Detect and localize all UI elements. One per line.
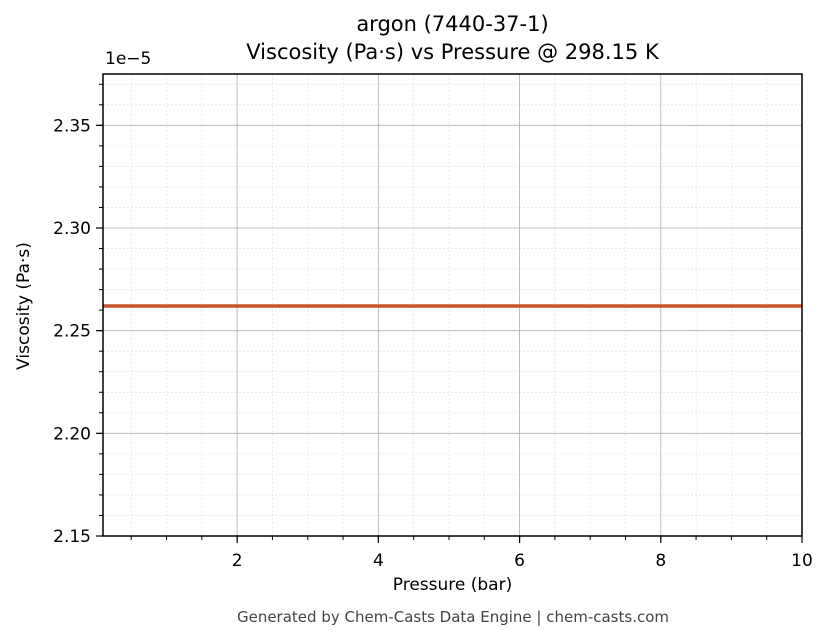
tick-labels: 2 4 6 8 10 2.15 2.20 2.25 2.30 2.35 [53,116,813,571]
x-tick-label: 4 [373,551,384,571]
y-axis-offset-label: 1e−5 [105,49,152,69]
chart-title-line-1: argon (7440-37-1) [356,12,549,36]
x-tick-label: 8 [655,551,666,571]
axis-ticks [96,83,803,543]
chart-title-line-2: Viscosity (Pa·s) vs Pressure @ 298.15 K [246,40,659,64]
y-tick-label: 2.35 [53,116,91,136]
x-tick-label: 2 [232,551,243,571]
x-tick-label: 6 [514,551,525,571]
footer-credit: Generated by Chem-Casts Data Engine | ch… [236,608,670,626]
y-tick-label: 2.15 [53,527,91,547]
x-axis-label: Pressure (bar) [392,575,513,595]
y-tick-label: 2.25 [53,322,91,342]
y-tick-label: 2.30 [53,219,91,239]
plot-frame [102,73,803,537]
x-tick-label: 10 [791,551,813,571]
y-tick-label: 2.20 [53,424,91,444]
y-axis-label: Viscosity (Pa·s) [14,242,34,370]
